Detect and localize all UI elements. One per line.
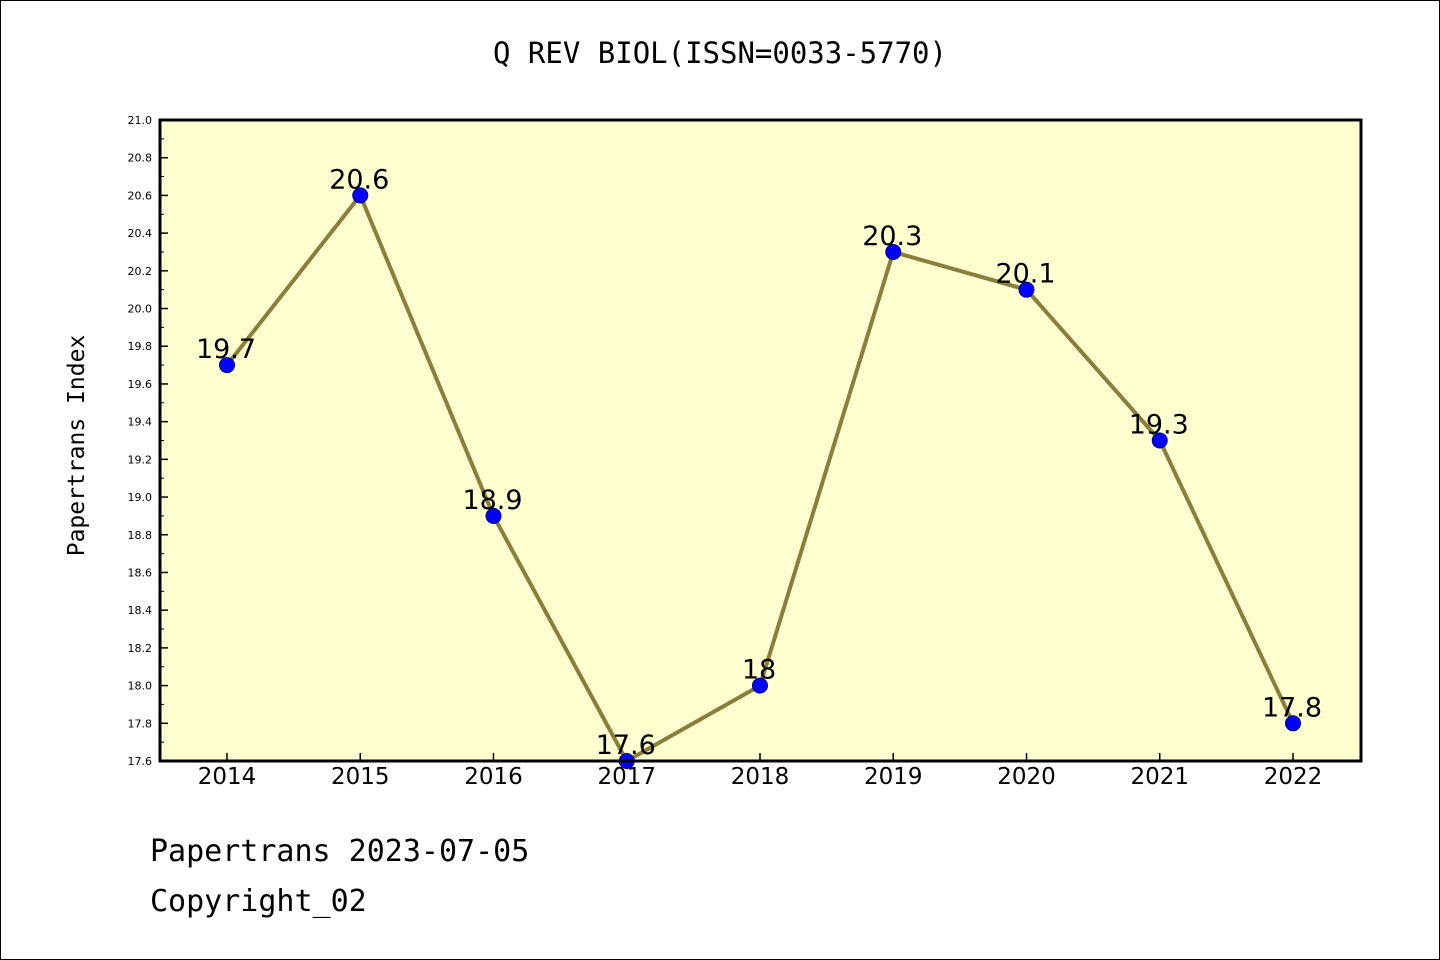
y-tick-label: 19.0 [128,491,153,504]
data-label: 20.1 [995,259,1055,290]
x-tick-label: 2014 [198,764,257,790]
data-point [352,187,369,204]
x-tick-label: 2015 [331,764,390,790]
x-tick-label: 2021 [1130,764,1189,790]
x-tick-label: 2020 [997,764,1056,790]
data-point [752,677,768,694]
y-tick-label: 17.8 [128,717,153,730]
plot-border [158,118,1363,763]
y-tick-label: 17.6 [128,755,153,768]
y-tick-label: 19.6 [128,378,153,391]
data-label: 19.3 [1129,410,1189,441]
data-point [1018,281,1035,298]
y-tick-label: 18.6 [128,566,153,579]
data-point [885,243,902,260]
y-tick-label: 18.2 [128,642,153,655]
data-point [219,357,235,374]
data-label: 18 [742,655,776,686]
x-tick-label: 2022 [1264,764,1323,790]
y-tick-label: 20.8 [128,152,153,165]
y-tick-label: 20.2 [128,265,153,278]
x-tick-label: 2016 [464,764,523,790]
y-tick-label: 18.4 [128,604,153,617]
data-label: 19.7 [196,334,256,365]
data-label: 17.6 [596,730,656,761]
data-label: 17.8 [1262,692,1322,723]
data-label: 20.6 [329,164,389,195]
data-label: 20.3 [862,221,922,252]
y-tick-label: 21.0 [128,114,153,127]
y-tick-label: 19.2 [128,453,153,466]
data-point [1151,432,1168,449]
chart-title: Q REV BIOL(ISSN=0033-5770) [493,36,947,70]
footer-date-text: Papertrans 2023-07-05 [150,834,530,869]
footer-copyright-text: Copyright_02 [150,884,367,919]
data-point [485,507,502,524]
data-point [1285,715,1301,732]
data-label: 18.9 [462,485,522,516]
y-tick-label: 19.8 [128,340,153,353]
y-axis-title: Papertrans Index [64,335,90,557]
y-tick-label: 18.0 [128,680,153,693]
y-tick-label: 20.4 [128,227,153,240]
y-tick-label: 20.6 [128,189,153,202]
y-tick-label: 18.8 [128,529,153,542]
x-tick-label: 2019 [864,764,923,790]
y-tick-label: 20.0 [128,303,153,316]
y-tick-label: 19.4 [128,416,153,429]
x-tick-label: 2018 [731,764,790,790]
